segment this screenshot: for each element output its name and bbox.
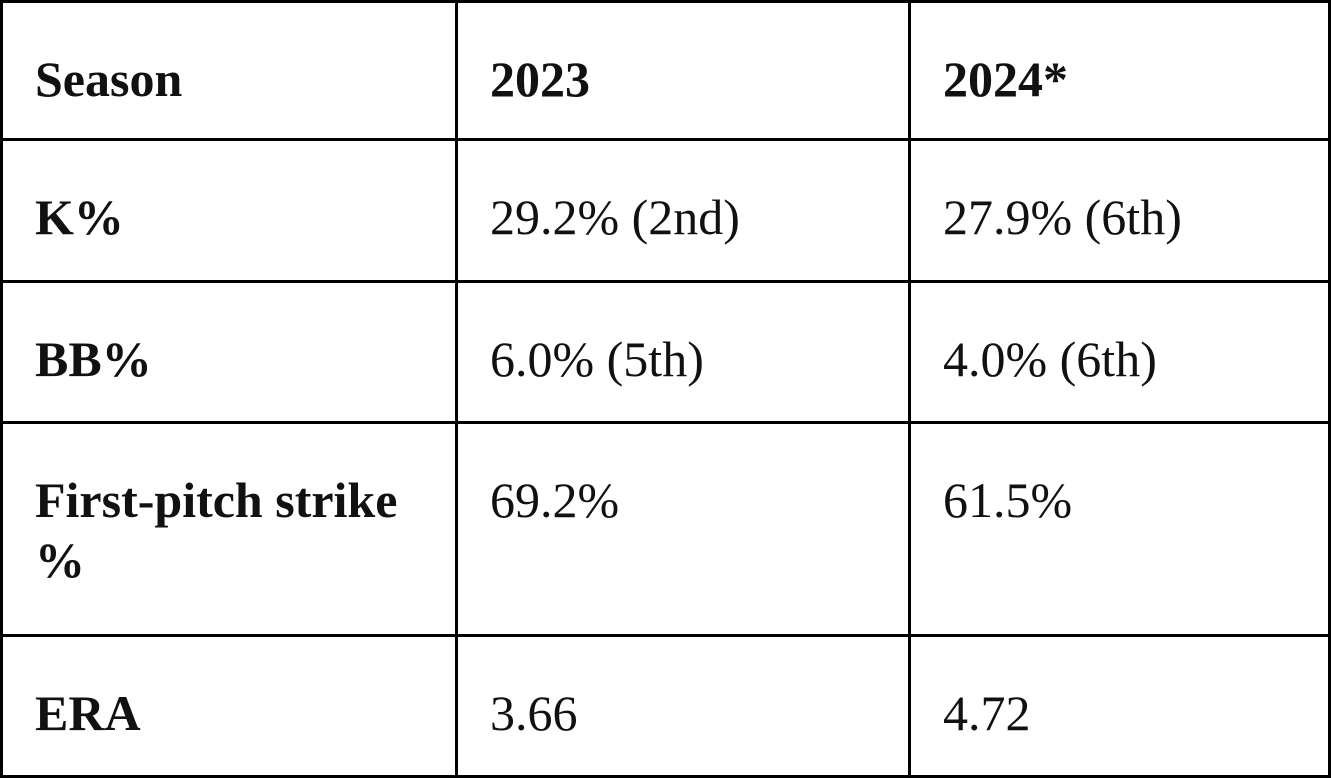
value-cell: 3.66 (458, 637, 908, 775)
row-label: K% (3, 141, 455, 280)
value-cell: 4.72 (911, 637, 1328, 775)
row-label: BB% (3, 283, 455, 421)
value-cell: 29.2% (2nd) (458, 141, 908, 280)
header-cell: 2024* (911, 3, 1328, 138)
value-cell: 69.2% (458, 424, 908, 634)
value-cell: 61.5% (911, 424, 1328, 634)
header-cell: 2023 (458, 3, 908, 138)
header-cell: Season (3, 3, 455, 138)
value-cell: 27.9% (6th) (911, 141, 1328, 280)
row-label: First-pitch strike % (3, 424, 455, 634)
value-cell: 4.0% (6th) (911, 283, 1328, 421)
value-cell: 6.0% (5th) (458, 283, 908, 421)
row-label: ERA (3, 637, 455, 775)
